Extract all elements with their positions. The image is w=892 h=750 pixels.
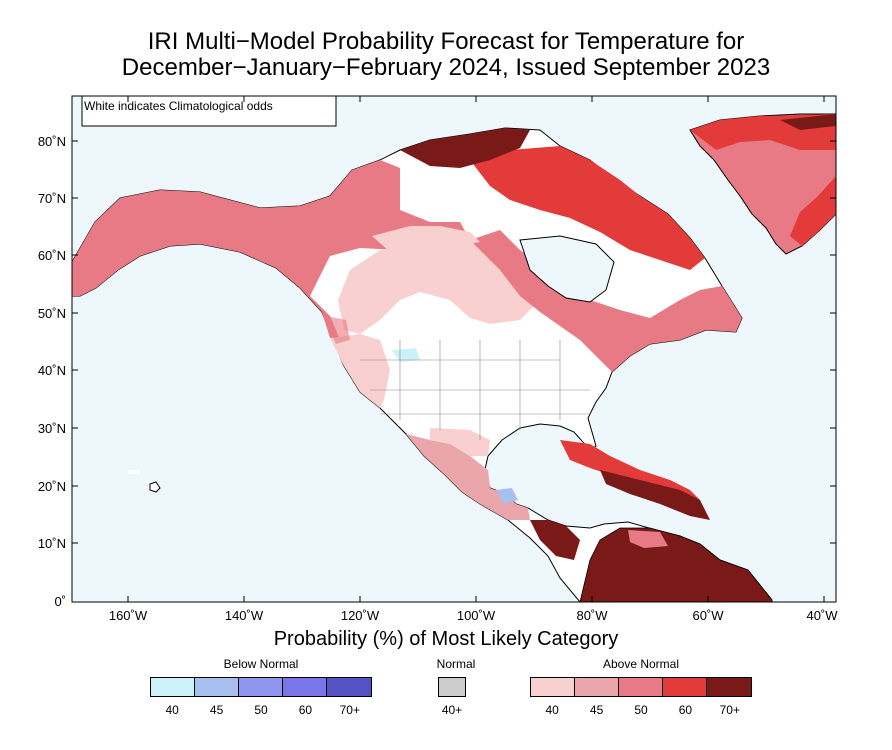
legend-normal-label: Normal: [436, 657, 476, 671]
northwest-us-shading: [326, 316, 350, 344]
legend-tick-normal-0: 40+: [441, 703, 463, 717]
legend-normal-swatches: [438, 677, 466, 697]
legend-swatch-above-normal-2: [619, 678, 663, 696]
legend-swatch-above-normal-3: [663, 678, 707, 696]
legend-tick-below-normal-1: 45: [209, 703, 224, 717]
far-north-dark-shading: [400, 128, 530, 168]
lat-label-60n: 60˚N: [38, 248, 66, 263]
lat-label-50n: 50˚N: [38, 306, 66, 321]
caribbean-dark-shading: [600, 470, 710, 520]
legend-tick-above-normal-1: 45: [589, 703, 604, 717]
map-title-line-2: December−January−February 2024, Issued S…: [121, 54, 771, 81]
hawaii-island: [149, 481, 161, 493]
legend-tick-below-normal-2: 50: [254, 703, 268, 717]
mexico-light-shading: [430, 428, 490, 456]
greenland-east-coast: [790, 176, 836, 246]
hudson-bay-water: [519, 235, 615, 303]
legend-tick-above-normal-0: 40: [545, 703, 559, 717]
lon-label-40w: 40˚W: [806, 608, 838, 623]
legend-swatch-above-normal-0: [531, 678, 575, 696]
map-title-line-1: IRI Multi−Model Probability Forecast for…: [147, 28, 745, 55]
alaska-shading: [72, 160, 470, 340]
map-shading-layer: [72, 113, 836, 602]
legend-swatch-below-normal-0: [151, 678, 195, 696]
lon-label-140w: 140˚W: [225, 608, 264, 623]
legend-swatch-above-normal-1: [575, 678, 619, 696]
canada-light-patch: [372, 226, 480, 252]
lat-label-80n: 80˚N: [38, 134, 66, 149]
legend-tick-above-normal-3: 60: [678, 703, 693, 717]
lon-label-60w: 60˚W: [692, 608, 724, 623]
legend-swatch-below-normal-1: [195, 678, 239, 696]
legend-swatch-below-normal-2: [239, 678, 283, 696]
state-boundaries: [360, 340, 590, 440]
lat-label-40n: 40˚N: [38, 363, 66, 378]
legend-above-normal-swatches: [530, 677, 752, 697]
lat-label-10n: 10˚N: [38, 536, 66, 551]
canada-light-shading: [338, 240, 540, 334]
south-america-red-patch: [628, 530, 668, 548]
lon-label-80w: 80˚W: [576, 608, 608, 623]
legend-above-normal-label: Above Normal: [602, 657, 680, 671]
western-us-light-shading: [330, 334, 390, 408]
us-below-normal-patch: [392, 348, 420, 362]
greenland-north-tip: [780, 114, 836, 130]
legend-tick-above-normal-4: 70+: [719, 703, 740, 717]
note-box: [81, 95, 337, 127]
plot-frame: [71, 95, 837, 603]
mexico-shading: [406, 434, 530, 520]
lat-label-0: 0˚: [54, 594, 66, 609]
legend-swatch-normal-0: [439, 678, 465, 696]
legend-tick-above-normal-2: 50: [634, 703, 648, 717]
legend-tick-below-normal-4: 70+: [339, 703, 360, 717]
climatology-note: White indicates Climatological odds: [84, 99, 273, 113]
central-america-dark: [530, 520, 580, 560]
legend-title: Probability (%) of Most Likely Category: [273, 628, 619, 650]
legend-below-normal-swatches: [150, 677, 372, 697]
lat-label-30n: 30˚N: [38, 421, 66, 436]
yucatan-below-normal: [496, 488, 518, 504]
lat-label-20n: 20˚N: [38, 479, 66, 494]
legend-below-normal-label: Below Normal: [223, 657, 299, 671]
florida-caribbean-shading: [560, 440, 700, 500]
legend-tick-below-normal-3: 60: [298, 703, 313, 717]
legend-swatch-below-normal-3: [283, 678, 327, 696]
longitude-axis: 160˚W 140˚W 120˚W 100˚W 80˚W 60˚W 40˚W: [109, 96, 838, 623]
arctic-archipelago-shading: [470, 146, 705, 270]
latitude-axis: 80˚N 70˚N 60˚N 50˚N 40˚N 30˚N 20˚N 10˚N …: [38, 134, 836, 609]
legend-swatch-below-normal-4: [327, 678, 371, 696]
hawaii-small-islands: [128, 470, 140, 474]
lon-label-160w: 160˚W: [109, 608, 148, 623]
lat-label-70n: 70˚N: [38, 191, 66, 206]
south-america-dark: [579, 527, 773, 602]
legend-tick-below-normal-0: 40: [165, 703, 179, 717]
legend-swatch-above-normal-4: [707, 678, 751, 696]
lon-label-100w: 100˚W: [457, 608, 496, 623]
lon-label-120w: 120˚W: [341, 608, 380, 623]
